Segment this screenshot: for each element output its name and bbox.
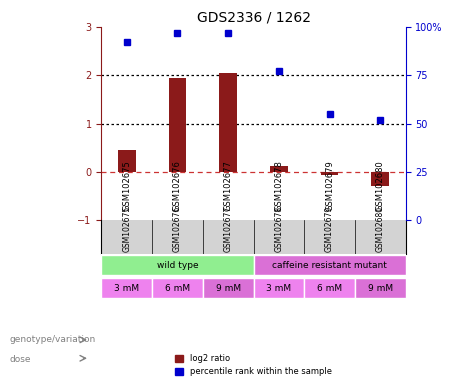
Text: 9 mM: 9 mM [368, 283, 393, 293]
Title: GDS2336 / 1262: GDS2336 / 1262 [196, 10, 311, 24]
Text: wild type: wild type [157, 261, 198, 270]
Text: GSM102676: GSM102676 [173, 206, 182, 252]
Text: 6 mM: 6 mM [165, 283, 190, 293]
Legend: log2 ratio, percentile rank within the sample: log2 ratio, percentile rank within the s… [171, 351, 336, 380]
Text: GSM102677: GSM102677 [224, 206, 233, 252]
Text: 3 mM: 3 mM [266, 283, 291, 293]
Bar [321, 172, 338, 175]
Text: caffeine resistant mutant: caffeine resistant mutant [272, 261, 387, 270]
FancyBboxPatch shape [101, 278, 152, 298]
Bar [372, 172, 389, 187]
Bar [118, 150, 136, 172]
Text: genotype/variation: genotype/variation [9, 335, 95, 344]
Text: 3 mM: 3 mM [114, 283, 139, 293]
Bar [270, 166, 288, 172]
FancyBboxPatch shape [254, 278, 304, 298]
FancyBboxPatch shape [304, 278, 355, 298]
Text: dose: dose [9, 354, 31, 364]
FancyBboxPatch shape [254, 255, 406, 275]
Bar [169, 78, 186, 172]
Text: GSM102678: GSM102678 [274, 206, 284, 252]
FancyBboxPatch shape [355, 278, 406, 298]
FancyBboxPatch shape [203, 278, 254, 298]
Text: GSM102680: GSM102680 [376, 206, 385, 252]
FancyBboxPatch shape [152, 278, 203, 298]
Bar [219, 73, 237, 172]
Text: 9 mM: 9 mM [216, 283, 241, 293]
Text: 6 mM: 6 mM [317, 283, 342, 293]
FancyBboxPatch shape [101, 255, 254, 275]
Text: GSM102679: GSM102679 [325, 206, 334, 252]
Text: GSM102675: GSM102675 [122, 206, 131, 252]
